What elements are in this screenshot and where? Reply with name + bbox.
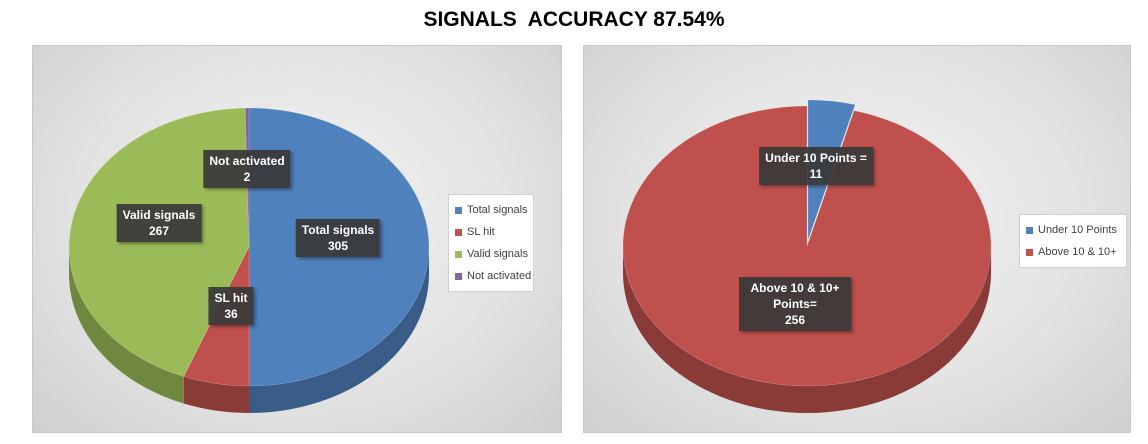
legend-swatch bbox=[455, 272, 462, 280]
legend-item: Above 10 & 10+ bbox=[1026, 241, 1120, 263]
legend-swatch bbox=[1026, 226, 1033, 234]
legend-label: SL hit bbox=[467, 226, 495, 238]
chart-panel: Under 10 Points = 11 Above 10 & 10+ Points… bbox=[583, 45, 1131, 433]
data-label: Above 10 & 10+ Points= 256 bbox=[739, 277, 851, 331]
legend-item: Total signals bbox=[455, 199, 528, 221]
legend: Under 10 Points Above 10 & 10+ bbox=[1019, 214, 1127, 268]
data-label-name: Above 10 & 10+ Points= bbox=[750, 281, 840, 311]
slice-side bbox=[69, 247, 184, 404]
data-label-name: Total signals bbox=[301, 223, 375, 237]
legend-label: Under 10 Points bbox=[1038, 224, 1117, 236]
legend-label: Total signals bbox=[467, 204, 528, 216]
data-label-value: 11 bbox=[809, 167, 823, 181]
page-title: SIGNALS ACCURACY 87.54% bbox=[423, 8, 725, 31]
pie-chart bbox=[622, 99, 992, 413]
chart-panel: Total signals 305 SL hit 36 Valid signals 267… bbox=[32, 45, 562, 433]
data-label: Valid signals 267 bbox=[116, 204, 202, 242]
legend-item: Under 10 Points bbox=[1026, 219, 1120, 241]
slice-side bbox=[623, 246, 991, 413]
legend-item: Valid signals bbox=[455, 243, 528, 265]
data-label-value: 36 bbox=[224, 307, 238, 321]
data-label-value: 267 bbox=[148, 224, 170, 238]
legend-swatch bbox=[455, 228, 462, 236]
legend-swatch bbox=[1026, 248, 1033, 256]
data-label: Not activated 2 bbox=[203, 150, 291, 188]
legend-swatch bbox=[455, 206, 462, 214]
data-label: SL hit 36 bbox=[208, 287, 254, 325]
data-label: Under 10 Points = 11 bbox=[759, 147, 873, 185]
legend-item: Not activated bbox=[455, 265, 531, 287]
legend: Total signals SL hit Valid signals Not acti… bbox=[448, 194, 534, 292]
data-label-value: 2 bbox=[243, 170, 251, 184]
data-label: Total signals 305 bbox=[295, 219, 381, 257]
data-label-name: Not activated bbox=[209, 154, 285, 168]
slice-side bbox=[249, 247, 429, 413]
slice bbox=[622, 105, 992, 387]
legend-label: Above 10 & 10+ bbox=[1038, 246, 1117, 258]
data-label-name: Under 10 Points = bbox=[765, 151, 867, 165]
data-label-value: 256 bbox=[784, 313, 806, 327]
data-label-name: SL hit bbox=[214, 291, 248, 305]
data-label-name: Valid signals bbox=[122, 208, 196, 222]
slice-side bbox=[183, 376, 249, 413]
data-label-value: 305 bbox=[327, 239, 349, 253]
legend-label: Valid signals bbox=[467, 248, 528, 260]
legend-label: Not activated bbox=[467, 270, 532, 282]
legend-item: SL hit bbox=[455, 221, 527, 243]
legend-swatch bbox=[455, 250, 462, 258]
